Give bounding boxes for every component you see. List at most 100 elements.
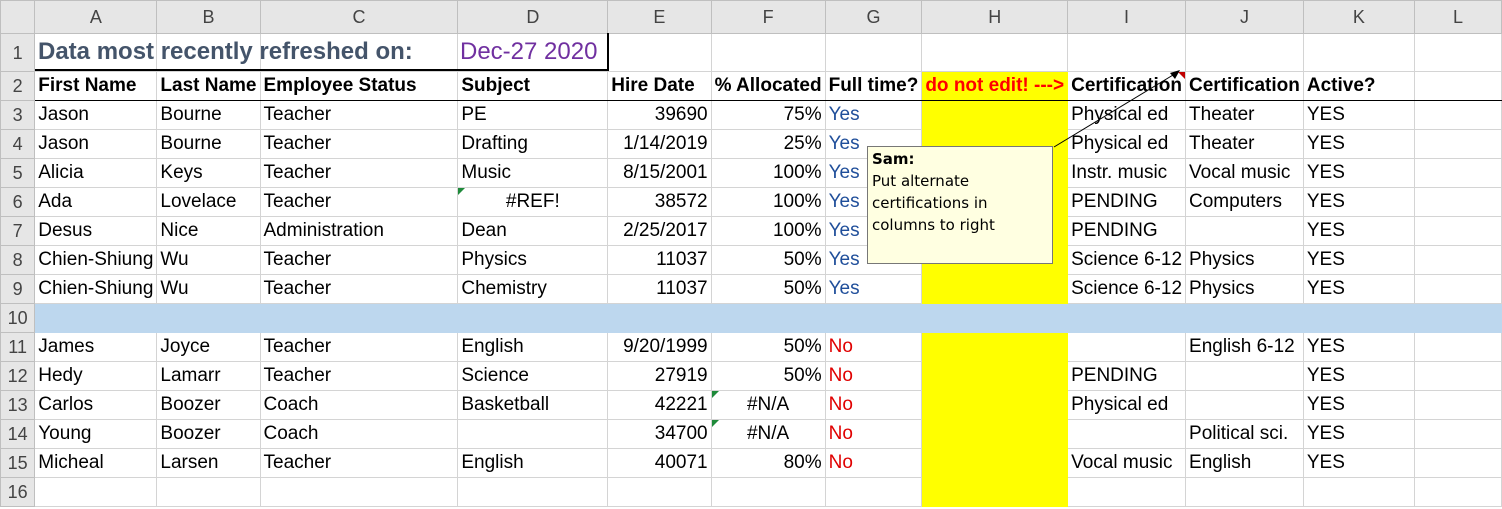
cell-l12[interactable]	[1413, 361, 1502, 391]
cell-c12[interactable]: Teacher	[259, 361, 459, 391]
row-header[interactable]: 4	[0, 129, 36, 159]
column-header-d[interactable]: D	[457, 0, 609, 34]
row-header[interactable]: 8	[0, 245, 36, 275]
cell-g11[interactable]: No	[824, 332, 923, 362]
cell-f6[interactable]: 100%	[710, 187, 826, 217]
cell-k4[interactable]: YES	[1302, 129, 1415, 159]
column-title-g[interactable]: Full time?	[824, 71, 923, 101]
row-header[interactable]: 9	[0, 274, 36, 304]
cell-f3[interactable]: 75%	[710, 100, 826, 130]
cell-b15[interactable]: Larsen	[156, 448, 261, 478]
cell-f9[interactable]: 50%	[710, 274, 826, 304]
cell-i8[interactable]: Science 6-12	[1067, 245, 1187, 275]
cell-i10[interactable]	[1067, 303, 1187, 333]
cell-a16[interactable]	[34, 477, 158, 507]
cell-e15[interactable]: 40071	[607, 448, 712, 478]
cell-l5[interactable]	[1413, 158, 1502, 188]
column-title-l[interactable]	[1413, 71, 1502, 101]
cell-k3[interactable]: YES	[1302, 100, 1415, 130]
cell-f1[interactable]	[710, 33, 826, 72]
cell-h9[interactable]	[921, 274, 1069, 304]
row-header[interactable]: 12	[0, 361, 36, 391]
cell-a7[interactable]: Desus	[34, 216, 158, 246]
cell-d13[interactable]: Basketball	[457, 390, 609, 420]
row-header[interactable]: 16	[0, 477, 36, 507]
cell-d11[interactable]: English	[457, 332, 609, 362]
column-header-e[interactable]: E	[607, 0, 712, 34]
cell-h10[interactable]	[921, 303, 1069, 333]
refresh-date[interactable]: Dec-27 2020	[460, 38, 598, 65]
cell-f16[interactable]	[710, 477, 826, 507]
cell-j12[interactable]	[1185, 361, 1304, 391]
cell-k6[interactable]: YES	[1302, 187, 1415, 217]
cell-b14[interactable]: Boozer	[156, 419, 261, 449]
cell-a11[interactable]: James	[34, 332, 158, 362]
cell-c10[interactable]	[259, 303, 459, 333]
cell-b4[interactable]: Bourne	[156, 129, 261, 159]
cell-d14[interactable]	[457, 419, 609, 449]
cell-i9[interactable]: Science 6-12	[1067, 274, 1187, 304]
cell-f8[interactable]: 50%	[710, 245, 826, 275]
cell-c6[interactable]: Teacher	[259, 187, 459, 217]
cell-h16[interactable]	[921, 477, 1069, 507]
cell-d16[interactable]	[457, 477, 609, 507]
cell-d12[interactable]: Science	[457, 361, 609, 391]
cell-i4[interactable]: Physical ed	[1067, 129, 1187, 159]
error-indicator-icon[interactable]	[712, 391, 719, 398]
cell-k13[interactable]: YES	[1302, 390, 1415, 420]
cell-f5[interactable]: 100%	[710, 158, 826, 188]
cell-b8[interactable]: Wu	[156, 245, 261, 275]
cell-l7[interactable]	[1413, 216, 1502, 246]
cell-j14[interactable]: Political sci.	[1185, 419, 1304, 449]
cell-j13[interactable]	[1185, 390, 1304, 420]
cell-e14[interactable]: 34700	[607, 419, 712, 449]
cell-a3[interactable]: Jason	[34, 100, 158, 130]
cell-c16[interactable]	[259, 477, 459, 507]
column-header-l[interactable]: L	[1413, 0, 1502, 34]
cell-e5[interactable]: 8/15/2001	[607, 158, 712, 188]
cell-j16[interactable]	[1185, 477, 1304, 507]
cell-c9[interactable]: Teacher	[259, 274, 459, 304]
cell-f7[interactable]: 100%	[710, 216, 826, 246]
cell-j5[interactable]: Vocal music	[1185, 158, 1304, 188]
column-title-d[interactable]: Subject	[457, 71, 609, 101]
cell-k15[interactable]: YES	[1302, 448, 1415, 478]
cell-k1[interactable]	[1302, 33, 1415, 72]
column-header-i[interactable]: I	[1067, 0, 1187, 34]
cell-l9[interactable]	[1413, 274, 1502, 304]
cell-c1[interactable]	[259, 33, 459, 72]
cell-i6[interactable]: PENDING	[1067, 187, 1187, 217]
cell-k10[interactable]	[1302, 303, 1415, 333]
cell-i11[interactable]	[1067, 332, 1187, 362]
cell-h12[interactable]	[921, 361, 1069, 391]
column-header-f[interactable]: F	[710, 0, 826, 34]
cell-f12[interactable]: 50%	[710, 361, 826, 391]
cell-k8[interactable]: YES	[1302, 245, 1415, 275]
cell-f10[interactable]	[710, 303, 826, 333]
cell-g14[interactable]: No	[824, 419, 923, 449]
comment-indicator-icon[interactable]	[1178, 72, 1185, 79]
cell-l1[interactable]	[1413, 33, 1502, 72]
column-title-i[interactable]: Certification	[1067, 71, 1187, 101]
cell-j4[interactable]: Theater	[1185, 129, 1304, 159]
cell-e10[interactable]	[607, 303, 712, 333]
cell-a14[interactable]: Young	[34, 419, 158, 449]
cell-a10[interactable]	[34, 303, 158, 333]
column-title-f[interactable]: % Allocated	[710, 71, 826, 101]
cell-b5[interactable]: Keys	[156, 158, 261, 188]
cell-l10[interactable]	[1413, 303, 1502, 333]
error-indicator-icon[interactable]	[458, 188, 466, 195]
row-header[interactable]: 1	[0, 33, 36, 72]
cell-f14[interactable]: #N/A	[710, 419, 826, 449]
cell-a8[interactable]: Chien-Shiung	[34, 245, 158, 275]
cell-k5[interactable]: YES	[1302, 158, 1415, 188]
cell-i15[interactable]: Vocal music	[1067, 448, 1187, 478]
cell-f15[interactable]: 80%	[710, 448, 826, 478]
cell-k11[interactable]: YES	[1302, 332, 1415, 362]
cell-d9[interactable]: Chemistry	[457, 274, 609, 304]
cell-l16[interactable]	[1413, 477, 1502, 507]
cell-h14[interactable]	[921, 419, 1069, 449]
cell-b16[interactable]	[156, 477, 261, 507]
cell-b12[interactable]: Lamarr	[156, 361, 261, 391]
